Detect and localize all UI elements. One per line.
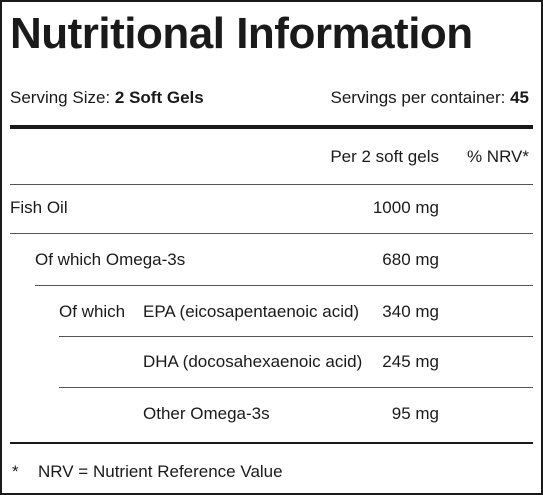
footnote-text: NRV = Nutrient Reference Value (38, 462, 283, 481)
row-dha-amount: 245 mg (382, 352, 439, 371)
row-divider (35, 285, 533, 286)
row-epa-amount: 340 mg (382, 302, 439, 321)
row-dha-label: DHA (docosahexaenoic acid) (143, 352, 363, 371)
row-divider (59, 336, 533, 337)
row-divider (59, 387, 533, 388)
row-other-omega3-amount: 95 mg (391, 404, 439, 423)
serving-size: Serving Size: 2 Soft Gels (10, 88, 204, 108)
row-divider (10, 184, 533, 185)
amount-column-header: Per 2 soft gels (330, 147, 439, 166)
serving-size-label: Serving Size: (10, 88, 111, 107)
header-divider (10, 125, 533, 129)
servings-per-container-label: Servings per container: (330, 88, 506, 107)
row-divider (10, 233, 533, 234)
row-fish-oil-amount: 1000 mg (372, 198, 439, 217)
footnote-marker: * (12, 462, 19, 481)
panel-title: Nutritional Information (10, 9, 473, 58)
serving-size-value: 2 Soft Gels (114, 88, 204, 107)
row-omega3-label: Of which Omega-3s (35, 250, 186, 269)
nrv-column-header: % NRV* (466, 147, 529, 166)
row-epa-label: EPA (eicosapentaenoic acid) (143, 302, 360, 321)
servings-per-container-value: 45 (510, 88, 529, 107)
row-epa-prefix: Of which (59, 302, 126, 321)
footnote: * NRV = Nutrient Reference Value (12, 462, 283, 482)
row-other-omega3-label: Other Omega-3s (143, 404, 270, 423)
servings-per-container: Servings per container: 45 (331, 88, 529, 108)
row-fish-oil-label: Fish Oil (10, 198, 68, 217)
footer-divider (10, 442, 533, 444)
serving-info: Serving Size: 2 Soft Gels Servings per c… (10, 88, 529, 108)
row-omega3-amount: 680 mg (382, 250, 439, 269)
